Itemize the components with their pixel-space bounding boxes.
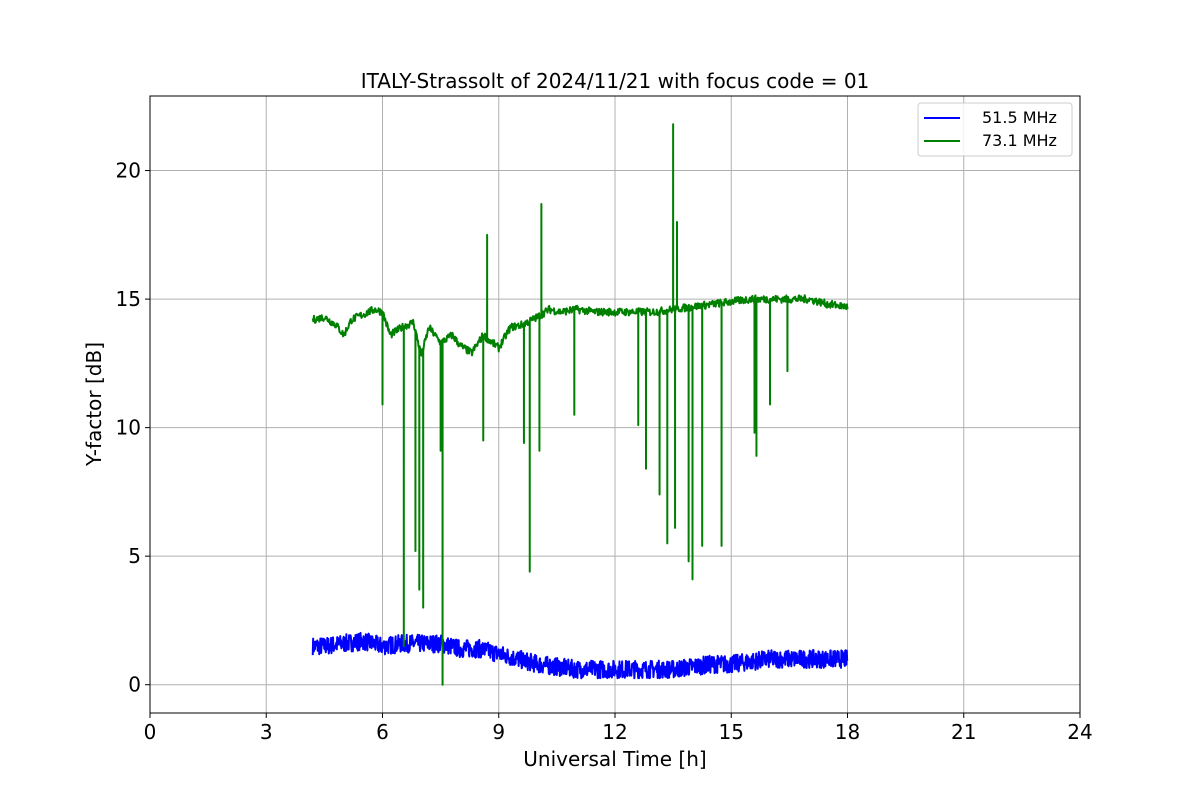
- x-axis-ticks: 0 3 6 9 12 15 18 21 24: [144, 713, 1093, 744]
- y-tick-label: 20: [116, 159, 141, 183]
- y-tick-label: 5: [128, 544, 141, 568]
- x-tick-label: 9: [492, 720, 505, 744]
- y-tick-label: 10: [116, 416, 141, 440]
- x-tick-label: 18: [835, 720, 860, 744]
- legend-label-series-2: 73.1 MHz: [982, 131, 1057, 150]
- series-1-line: [311, 631, 849, 680]
- chart-title: ITALY-Strassolt of 2024/11/21 with focus…: [361, 69, 870, 93]
- x-tick-label: 6: [376, 720, 389, 744]
- legend-box: [917, 102, 1073, 157]
- x-tick-label: 24: [1067, 720, 1092, 744]
- grid-lines: [149, 96, 1081, 713]
- x-tick-label: 0: [144, 720, 157, 744]
- series-lines: [311, 123, 849, 686]
- x-axis-label: Universal Time [h]: [523, 747, 706, 771]
- y-tick-label: 0: [128, 673, 141, 697]
- x-tick-label: 15: [719, 720, 744, 744]
- legend: 51.5 MHz 73.1 MHz: [917, 102, 1073, 157]
- y-axis-ticks: 0 5 10 15 20: [116, 159, 150, 697]
- x-tick-label: 12: [602, 720, 627, 744]
- legend-label-series-1: 51.5 MHz: [982, 108, 1057, 127]
- y-tick-label: 15: [116, 287, 141, 311]
- series-2-line: [311, 123, 849, 686]
- x-tick-label: 21: [951, 720, 976, 744]
- y-axis-label: Y-factor [dB]: [82, 342, 106, 467]
- x-tick-label: 3: [260, 720, 273, 744]
